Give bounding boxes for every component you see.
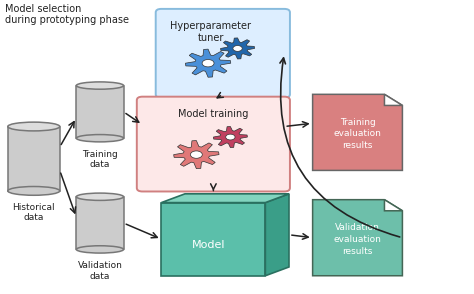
Circle shape bbox=[226, 134, 235, 140]
Text: Model training: Model training bbox=[178, 109, 248, 119]
Text: Validation
data: Validation data bbox=[78, 261, 122, 280]
Bar bbox=[76, 197, 124, 249]
Polygon shape bbox=[313, 200, 402, 276]
Ellipse shape bbox=[76, 193, 124, 201]
Ellipse shape bbox=[76, 82, 124, 89]
Polygon shape bbox=[265, 194, 289, 276]
Polygon shape bbox=[161, 194, 289, 203]
Circle shape bbox=[233, 46, 242, 51]
Ellipse shape bbox=[76, 246, 124, 253]
Ellipse shape bbox=[76, 135, 124, 142]
Ellipse shape bbox=[8, 186, 60, 195]
Polygon shape bbox=[161, 203, 265, 276]
Text: Model: Model bbox=[191, 240, 225, 250]
Polygon shape bbox=[185, 49, 231, 77]
Circle shape bbox=[191, 151, 202, 158]
Polygon shape bbox=[213, 126, 247, 148]
Text: Model selection
during prototyping phase: Model selection during prototyping phase bbox=[5, 4, 129, 25]
Circle shape bbox=[202, 59, 214, 67]
Polygon shape bbox=[384, 94, 402, 106]
Polygon shape bbox=[173, 141, 219, 169]
FancyBboxPatch shape bbox=[137, 97, 290, 191]
Text: Training
data: Training data bbox=[82, 150, 118, 169]
Polygon shape bbox=[384, 200, 402, 211]
Ellipse shape bbox=[8, 122, 60, 131]
Bar bbox=[8, 126, 60, 191]
Text: Validation
evaluation
results: Validation evaluation results bbox=[334, 223, 382, 255]
Text: Training
evaluation
results: Training evaluation results bbox=[334, 118, 382, 150]
Text: Hyperparameter
tuner: Hyperparameter tuner bbox=[170, 21, 251, 43]
Polygon shape bbox=[313, 94, 402, 171]
Bar bbox=[76, 86, 124, 138]
Polygon shape bbox=[220, 38, 255, 59]
FancyBboxPatch shape bbox=[156, 9, 290, 98]
Text: Historical
data: Historical data bbox=[12, 203, 55, 222]
